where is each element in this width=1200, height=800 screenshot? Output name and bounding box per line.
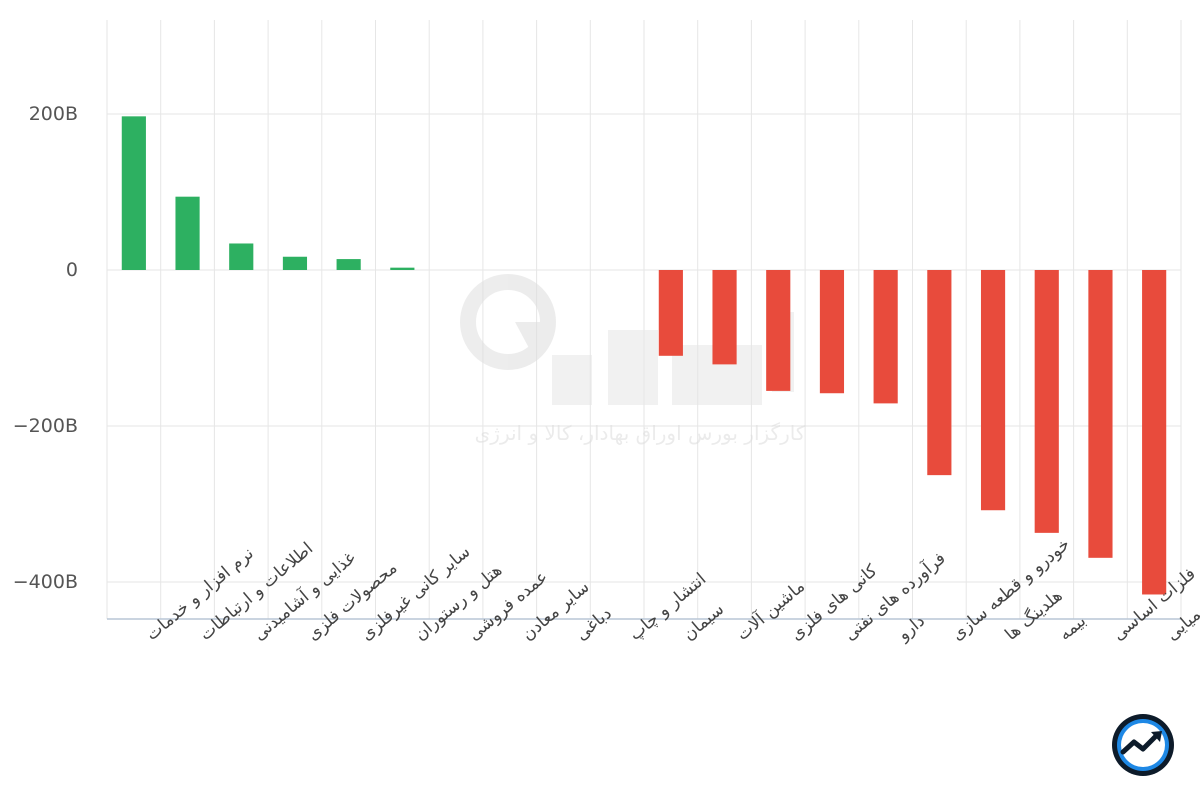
watermark: کارگزار بورس اوراق بهادار، کالا و انرژی (460, 274, 806, 445)
watermark-logo-block-1 (552, 355, 592, 405)
bar (175, 196, 200, 270)
bar (1142, 270, 1167, 595)
grid-lines (106, 20, 1182, 619)
bar (1034, 270, 1059, 533)
chart-trend-logo-icon (1110, 712, 1176, 778)
bar (658, 270, 683, 356)
y-tick-label: 0 (66, 259, 78, 281)
bar (712, 270, 737, 365)
bar (980, 270, 1006, 511)
x-tick-label: سیمان (679, 599, 728, 644)
y-tick-label: 200B (29, 103, 78, 125)
bar (766, 270, 791, 391)
x-tick-label: دباغی (572, 603, 616, 644)
bars (121, 116, 1167, 595)
bar (282, 256, 308, 270)
y-tick-label: −400B (13, 571, 78, 593)
y-tick-label: −200B (13, 415, 78, 437)
y-tick-labels: 200B 0 −200B −400B (13, 103, 78, 593)
bar (336, 259, 361, 270)
bar (390, 267, 415, 270)
bar (1088, 270, 1113, 558)
bar (819, 270, 845, 394)
watermark-text: کارگزار بورس اوراق بهادار، کالا و انرژی (475, 421, 806, 445)
x-tick-label: دارو (893, 611, 929, 645)
x-tick-label: بیمه (1055, 611, 1090, 645)
bar (229, 243, 254, 270)
watermark-logo-arrow (515, 322, 548, 350)
watermark-logo-block-2 (608, 330, 658, 405)
bar (121, 116, 146, 270)
bar (927, 270, 952, 476)
bar (873, 270, 898, 404)
